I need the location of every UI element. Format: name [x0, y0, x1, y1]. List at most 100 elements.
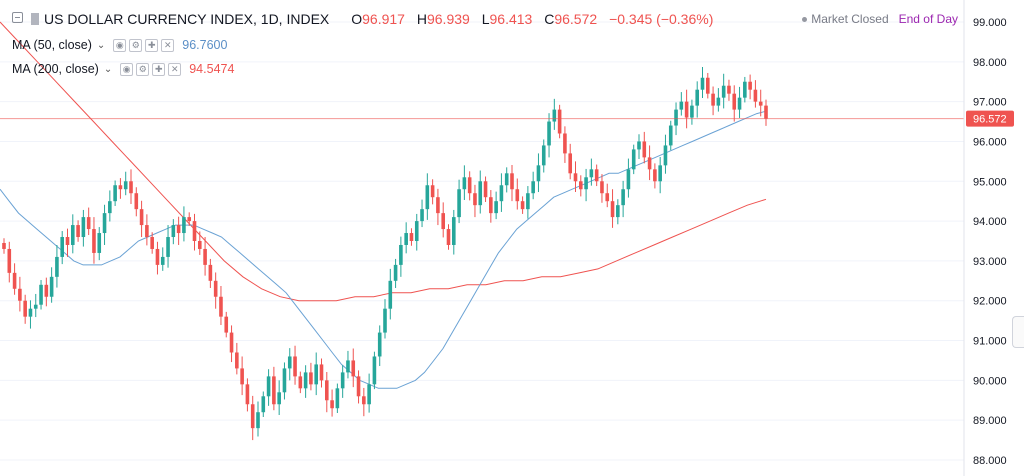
candle-body [335, 388, 340, 409]
ma50-line-group [0, 110, 767, 389]
candle-body [235, 352, 239, 369]
candle-body [494, 201, 498, 214]
candle-body [319, 364, 324, 381]
candle-body [266, 376, 271, 397]
price-axis[interactable]: 99.000 98.000 97.000 96.000 95.000 94.000 93.0… [963, 0, 1007, 476]
candle-body [44, 284, 49, 297]
candle-body [171, 225, 176, 238]
last-price-label-group: 96.572 [966, 110, 1014, 127]
candle-body [748, 81, 752, 90]
settings-icon[interactable]: ⚙ [129, 38, 143, 52]
candle-body [531, 181, 535, 194]
candle-body [65, 237, 70, 245]
chevron-down-icon[interactable]: ⌄ [103, 63, 113, 75]
candle-body [314, 364, 319, 385]
candle-body [605, 193, 610, 202]
candle-body [351, 360, 356, 377]
candle-body [388, 280, 393, 309]
candle-body [478, 181, 483, 206]
candle-body [272, 376, 276, 405]
high-value: 96.939 [426, 11, 470, 27]
more-icon[interactable]: ✚ [152, 62, 166, 76]
candle-body [414, 221, 419, 241]
candle-body [346, 360, 350, 373]
candle-body [86, 217, 91, 230]
candle-body [705, 77, 710, 94]
price-axis-tick-label: 89.000 [973, 415, 1007, 427]
candle-body [2, 242, 6, 249]
candle-body [483, 181, 488, 198]
candle-body [510, 173, 514, 190]
candle-body [256, 412, 260, 429]
market-closed-label: Market Closed [811, 12, 889, 26]
candle-body [631, 149, 636, 170]
price-axis-tick-label: 94.000 [973, 216, 1007, 228]
candle-body [541, 145, 546, 166]
candle-body [584, 177, 588, 190]
settings-icon[interactable]: ⚙ [136, 62, 150, 76]
remove-icon[interactable]: ✕ [161, 38, 175, 52]
candle-body [610, 201, 615, 218]
candle-body [425, 185, 430, 210]
candle-body [727, 85, 731, 94]
candle-body [330, 400, 334, 409]
scroll-handle[interactable] [1012, 316, 1024, 348]
candle-body [55, 256, 59, 277]
ma50-label[interactable]: MA (50, close) [12, 38, 92, 52]
visibility-icon[interactable]: ◉ [113, 38, 127, 52]
candle-body [409, 233, 414, 241]
symbol-row: US DOLLAR CURRENCY INDEX, 1D, INDEX O 96.… [12, 11, 713, 27]
candle-body [600, 181, 604, 194]
price-axis-tick-label: 90.000 [973, 375, 1007, 387]
symbol-flag-icon [31, 13, 39, 25]
candle-body [213, 280, 218, 297]
visibility-icon[interactable]: ◉ [120, 62, 134, 76]
collapse-legend-icon[interactable] [12, 12, 23, 23]
symbol-title[interactable]: US DOLLAR CURRENCY INDEX, 1D, INDEX [44, 11, 330, 27]
candle-body [684, 101, 689, 118]
candle-body [166, 237, 170, 257]
price-axis-tick-label: 95.000 [973, 176, 1007, 188]
candle-body [557, 109, 562, 134]
indicator-ma200-row: MA (200, close) ⌄ ◉ ⚙ ✚ ✕ 94.5474 [12, 62, 234, 76]
candle-body [298, 376, 303, 389]
candle-body [647, 157, 652, 170]
candle-body [568, 153, 573, 174]
candle-body [134, 193, 139, 210]
open-key: O [351, 11, 363, 27]
price-axis-tick-label: 97.000 [973, 97, 1007, 109]
candle-body [81, 217, 86, 238]
price-axis-tick-label: 88.000 [973, 455, 1007, 467]
remove-icon[interactable]: ✕ [168, 62, 182, 76]
price-axis-tick-label: 98.000 [973, 57, 1007, 69]
candle-body [573, 173, 578, 182]
candle-body [743, 81, 747, 98]
ma200-label[interactable]: MA (200, close) [12, 62, 99, 76]
candle-body [303, 372, 308, 389]
candle-body [340, 372, 345, 389]
candle-body [39, 284, 43, 305]
candle-body [690, 105, 694, 118]
ma50-value: 96.7600 [182, 38, 228, 52]
candle-body [489, 197, 493, 214]
candle-body [324, 380, 329, 401]
candle-body [563, 133, 567, 154]
ma50-line [0, 110, 767, 389]
candle-body [594, 169, 599, 182]
candle-body [473, 193, 477, 206]
candle-body [758, 101, 763, 106]
close-value: 96.572 [554, 11, 598, 27]
more-icon[interactable]: ✚ [145, 38, 159, 52]
candle-body [97, 233, 102, 253]
candle-body [362, 396, 366, 405]
candle-body [7, 248, 12, 273]
candle-body [737, 97, 742, 110]
candle-body [102, 213, 107, 234]
price-axis-tick-label: 91.000 [973, 336, 1007, 348]
price-axis-tick-label: 92.000 [973, 296, 1007, 308]
candle-body [504, 173, 509, 186]
candle-body [240, 368, 244, 385]
chevron-down-icon[interactable]: ⌄ [96, 39, 106, 51]
end-of-day-label[interactable]: End of Day [898, 12, 958, 26]
